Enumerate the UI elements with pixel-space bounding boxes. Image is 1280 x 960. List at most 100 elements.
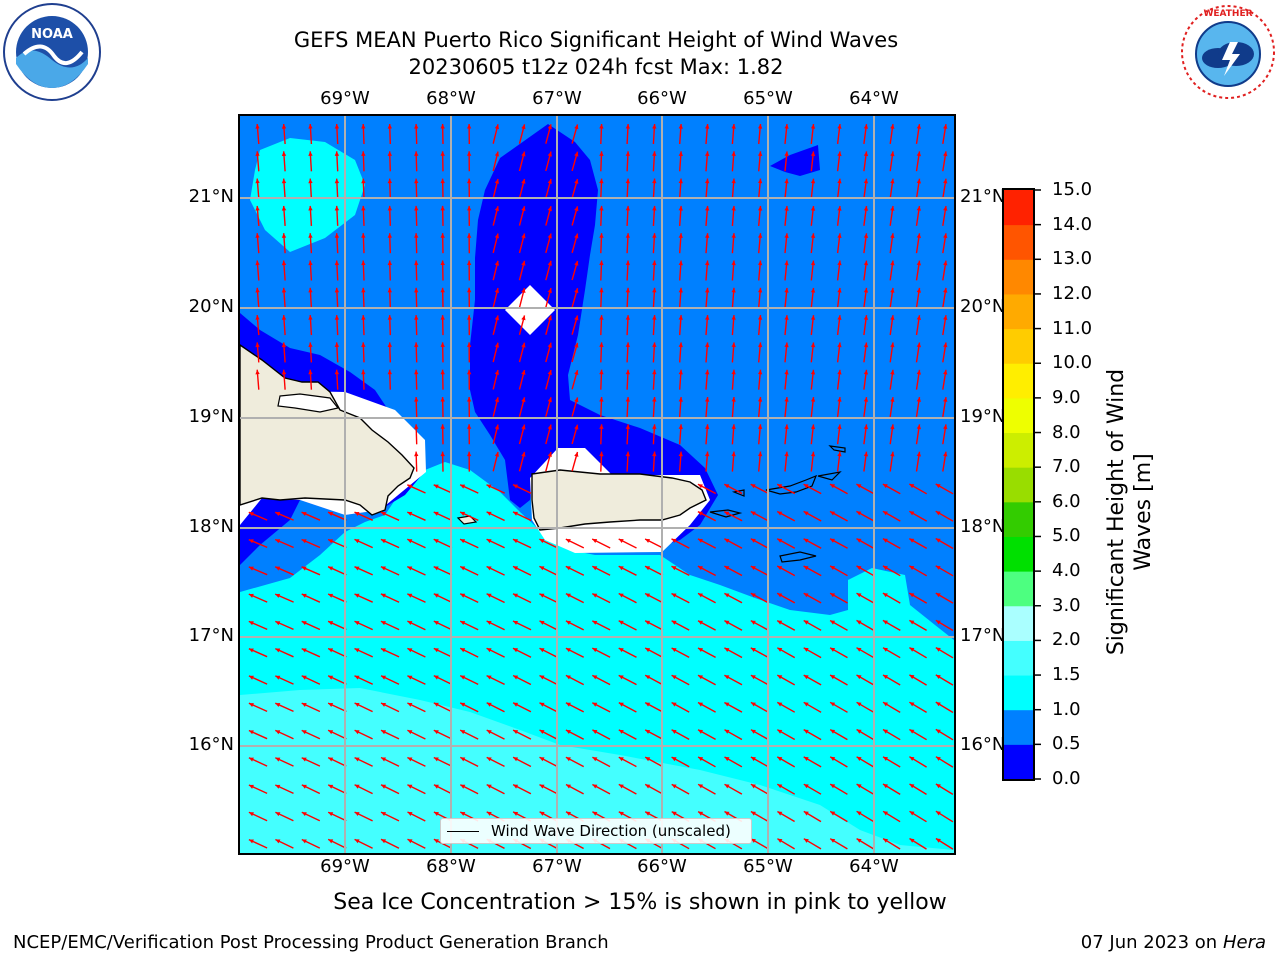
wind-arrow-head [750, 811, 756, 816]
wind-arrow-head [494, 288, 499, 293]
wind-arrow-head [777, 620, 783, 625]
wind-arrow-head [750, 784, 756, 789]
wind-arrow-head [308, 287, 313, 293]
wind-arrow-head [625, 397, 630, 402]
wind-arrow-head [539, 539, 545, 544]
wind-arrow-head [547, 206, 552, 212]
wind-arrow-head [301, 839, 307, 844]
wind-arrow-head [440, 178, 445, 184]
wind-arrow-head [460, 593, 466, 598]
wind-arrow-head [275, 566, 281, 571]
wind-arrow-head [387, 205, 392, 211]
colorbar-segment [1004, 536, 1033, 572]
wind-arrow-head [837, 424, 842, 430]
wind-arrow-head [380, 648, 386, 653]
wind-arrow-head [547, 370, 552, 375]
wind-arrow-head [539, 702, 545, 707]
wind-arrow-head [803, 620, 809, 625]
wind-arrow-head [407, 675, 413, 680]
wind-arrow-head [731, 342, 736, 348]
wind-arrow-head [440, 124, 445, 129]
wind-arrow-head [521, 397, 526, 403]
wind-arrow-head [935, 511, 941, 516]
wind-arrow-head [255, 178, 260, 184]
wind-arrow-head [916, 369, 921, 375]
wind-arrow-head [890, 206, 895, 211]
wind-arrow-head [565, 648, 571, 653]
wind-arrow-head [275, 512, 281, 516]
wind-arrow-head [883, 729, 888, 734]
wind-arrow-head [883, 756, 888, 761]
wind-arrow-head [916, 342, 921, 348]
wind-arrow-head [275, 648, 281, 653]
wind-arrow-head [784, 260, 789, 266]
wind-arrow-head [440, 260, 445, 265]
wind-arrow-head [863, 424, 869, 430]
wind-arrow-head [803, 566, 809, 571]
wind-arrow-head [433, 539, 439, 544]
wind-arrow-head [414, 205, 419, 211]
wind-arrow-head [758, 151, 763, 156]
wind-arrow-head [705, 233, 710, 238]
wind-arrow-head [539, 757, 545, 762]
colorbar-tick-label: 4.0 [1052, 560, 1081, 582]
wind-arrow-head [652, 260, 657, 266]
wind-arrow-head [698, 620, 703, 625]
wind-arrow-head [599, 124, 604, 129]
wind-arrow-head [414, 451, 419, 457]
wind-arrow-head [698, 593, 703, 598]
wind-arrow-head [883, 675, 888, 680]
wind-arrow-head [731, 151, 736, 156]
wind-arrow-head [830, 838, 836, 843]
wind-arrow-head [467, 287, 472, 293]
wind-arrow-head [308, 205, 313, 211]
wind-arrow-head [547, 260, 552, 266]
wind-arrow-head [645, 784, 651, 789]
wind-arrow-head [890, 315, 895, 320]
wind-arrow-head [494, 424, 499, 430]
wind-arrow-head [328, 539, 333, 544]
wind-arrow-head [909, 593, 915, 598]
wind-arrow-head [803, 593, 809, 598]
wind-arrow-head [777, 593, 783, 598]
wind-arrow-head [547, 233, 552, 239]
wind-arrow-head [467, 424, 472, 429]
wind-arrow-head [433, 839, 439, 844]
wind-arrow-head [803, 647, 809, 652]
wind-arrow-head [467, 451, 472, 457]
wind-arrow-head [758, 342, 763, 348]
wind-arrow-head [248, 730, 254, 735]
wind-arrow-head [574, 124, 579, 130]
wind-arrow-head [521, 233, 526, 239]
wind-arrow-head [671, 784, 677, 789]
wind-arrow-head [513, 730, 519, 734]
wind-arrow-head [705, 287, 710, 293]
wind-arrow-head [916, 424, 921, 430]
wind-arrow-head [731, 260, 736, 266]
wind-arrow-head [387, 124, 392, 129]
wind-arrow-head [380, 566, 386, 571]
wind-arrow-head [414, 151, 419, 156]
wind-arrow-head [301, 784, 307, 789]
wind-arrow-head [909, 620, 915, 625]
wind-arrow-head [750, 484, 756, 489]
wind-arrow-head [856, 838, 862, 843]
wind-arrow-head [539, 784, 545, 789]
wind-arrow-head [494, 233, 499, 239]
wind-arrow-head [407, 593, 413, 598]
wind-arrow-head [625, 205, 630, 211]
lat-label-left: 18°N [188, 516, 234, 537]
wind-arrow-head [750, 757, 756, 762]
wind-arrow-head [592, 702, 598, 707]
wind-arrow-head [407, 812, 413, 816]
wind-arrow-head [248, 566, 254, 571]
wind-arrow-head [566, 784, 571, 789]
wind-arrow-head [890, 151, 895, 157]
wind-arrow-head [328, 784, 334, 789]
wind-arrow-head [381, 812, 386, 816]
wind-arrow-head [935, 838, 941, 843]
wind-arrow-head [361, 315, 366, 320]
wind-arrow-head [281, 233, 287, 238]
wind-arrow-head [943, 424, 948, 430]
wind-arrow-head [354, 648, 360, 653]
